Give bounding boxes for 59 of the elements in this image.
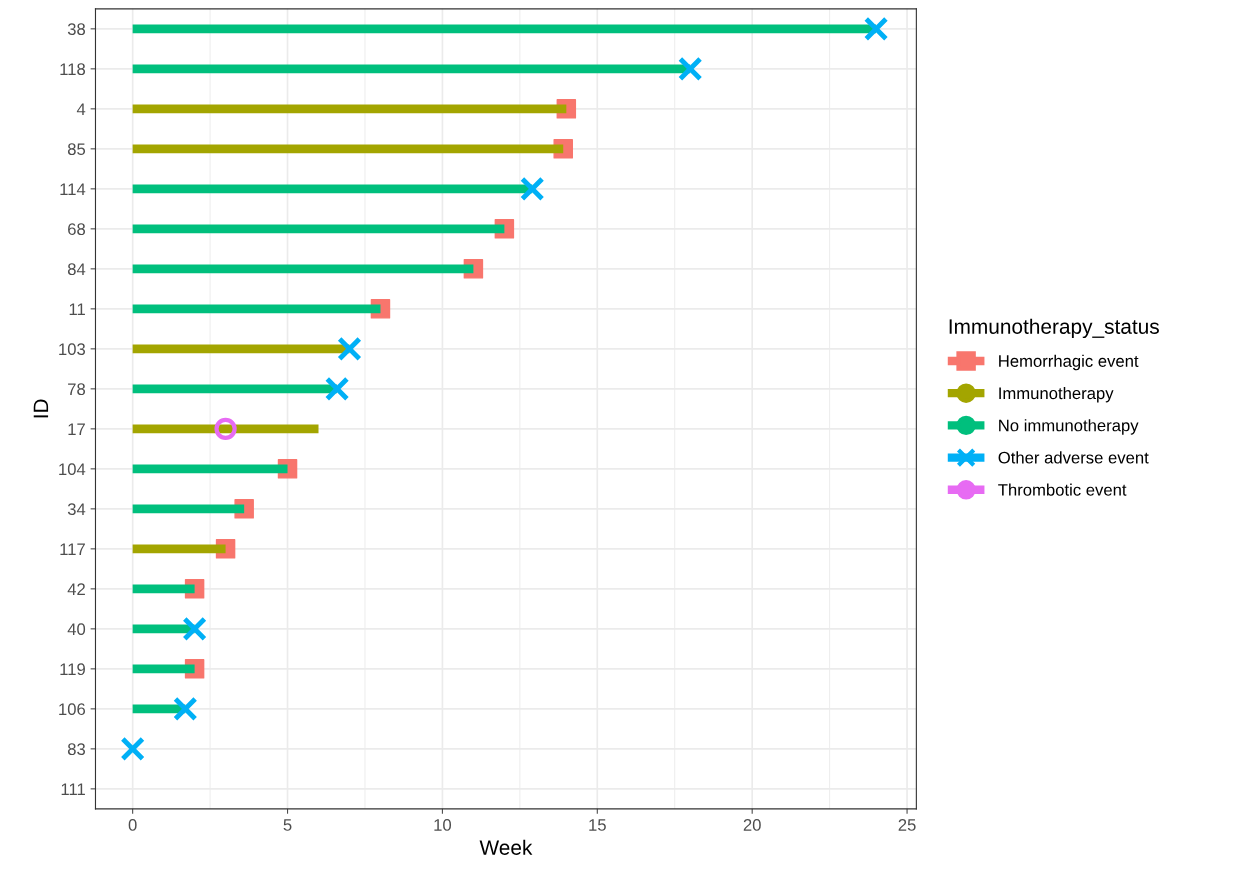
- point: [182, 616, 207, 642]
- x-tick-label: 10: [434, 819, 452, 831]
- legend-title: Immunotherapy_status: [949, 318, 1159, 339]
- y-axis-title: ID: [33, 399, 49, 418]
- y-tick-label: 38: [67, 23, 86, 36]
- y-tick-label: 11: [69, 303, 85, 315]
- bar: [132, 304, 381, 314]
- bar: [132, 24, 877, 34]
- bar: [132, 624, 195, 634]
- y-tick-label: 85: [67, 143, 86, 156]
- y-tick-label: 118: [60, 63, 86, 76]
- legend-label: Immunotherapy: [999, 386, 1114, 403]
- bar: [132, 584, 195, 594]
- bar: [132, 504, 245, 514]
- y-tick-label: 84: [67, 263, 86, 276]
- x-tick-label: 15: [589, 819, 606, 831]
- bar: [132, 424, 319, 434]
- y-tick-label: 78: [68, 383, 86, 396]
- bar: [132, 544, 226, 554]
- x-axis-title: Week: [479, 839, 533, 855]
- bar: [132, 464, 288, 474]
- point: [324, 376, 350, 402]
- y-tick-label: 17: [68, 423, 85, 435]
- bar: [132, 184, 533, 194]
- legend-label: Thrombotic event: [998, 483, 1127, 496]
- y-tick-label: 4: [76, 103, 86, 115]
- bar: [132, 104, 567, 114]
- y-tick-label: 106: [59, 703, 86, 716]
- x-tick-label: 20: [743, 819, 761, 831]
- y-tick-label: 34: [67, 503, 86, 516]
- y-tick-label: 103: [59, 343, 86, 356]
- bar: [132, 64, 691, 74]
- y-tick-label: 114: [60, 183, 86, 195]
- point: [214, 417, 237, 440]
- bar: [132, 264, 474, 274]
- x-tick-label: 0: [128, 819, 137, 831]
- point: [120, 736, 145, 762]
- x-tick-label: 5: [283, 819, 292, 831]
- y-tick-label: 68: [68, 223, 86, 236]
- y-tick-label: 83: [67, 743, 86, 756]
- point: [337, 336, 362, 362]
- bar: [132, 664, 195, 674]
- legend-label: Hemorrhagic event: [999, 354, 1139, 371]
- point: [863, 16, 889, 42]
- legend-label: No immunotherapy: [999, 419, 1139, 435]
- x-tick-label: 25: [898, 819, 916, 831]
- y-tick-label: 117: [60, 543, 85, 555]
- point: [677, 56, 703, 82]
- legend-label: Other adverse event: [998, 451, 1149, 464]
- y-tick-label: 119: [60, 663, 85, 676]
- y-tick-label: 111: [61, 783, 85, 795]
- point: [520, 176, 545, 202]
- y-tick-label: 40: [67, 623, 86, 636]
- point: [173, 696, 198, 722]
- bar: [132, 144, 564, 154]
- bar: [132, 224, 505, 234]
- bar: [132, 384, 338, 394]
- y-tick-label: 42: [67, 583, 85, 595]
- y-tick-label: 104: [59, 463, 86, 476]
